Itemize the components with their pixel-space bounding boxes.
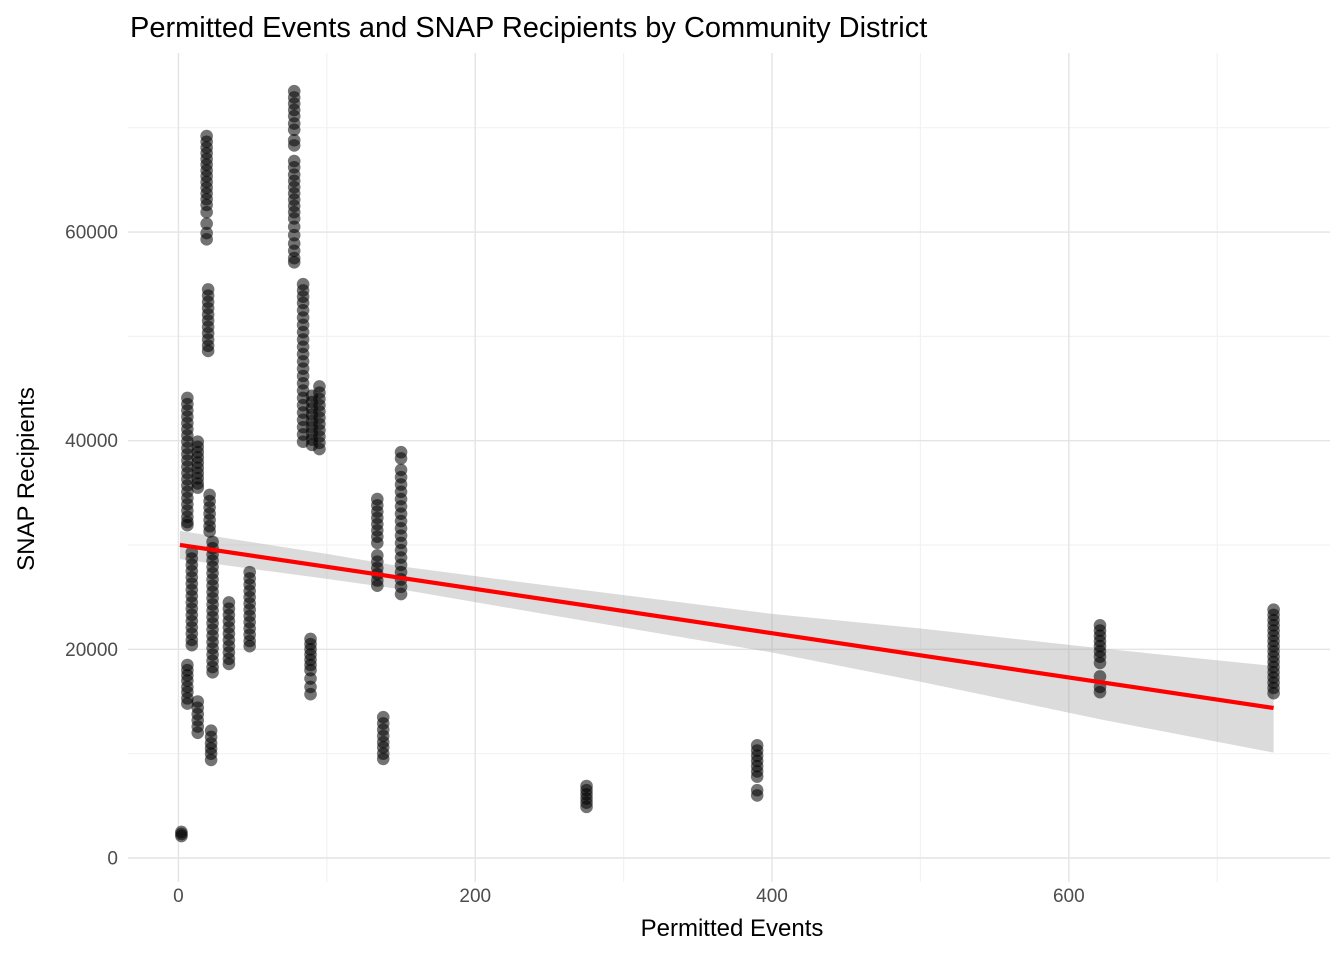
data-point: [185, 638, 199, 652]
data-point: [243, 639, 256, 653]
data-point: [750, 770, 764, 783]
x-tick-label: 600: [1053, 886, 1085, 907]
data-point: [376, 752, 390, 766]
y-tick-label: 20000: [65, 640, 118, 661]
data-point: [181, 518, 194, 532]
data-point: [313, 442, 326, 456]
data-point: [191, 726, 205, 740]
data-point: [750, 789, 764, 802]
data-point: [304, 687, 317, 701]
chart-title: Permitted Events and SNAP Recipients by …: [130, 12, 928, 44]
data-point: [191, 481, 205, 494]
data-point: [222, 657, 236, 671]
data-point: [580, 800, 593, 814]
data-point: [287, 123, 301, 137]
data-point: [287, 139, 301, 152]
trend-line: [179, 542, 1274, 711]
data-point: [175, 825, 188, 839]
x-tick-label: 200: [459, 886, 491, 907]
x-tick-label: 0: [173, 886, 184, 907]
y-tick-label: 60000: [65, 223, 118, 244]
data-point: [200, 217, 213, 230]
data-point: [200, 205, 213, 219]
data-point: [287, 255, 301, 269]
data-point: [371, 579, 384, 593]
y-tick-label: 40000: [65, 431, 118, 452]
confidence-band: [179, 530, 1274, 753]
data-point: [1267, 686, 1280, 700]
data-point: [204, 753, 218, 767]
x-axis-title: Permitted Events: [640, 915, 824, 942]
data-point: [371, 536, 384, 550]
data-point: [1093, 656, 1107, 670]
data-point: [201, 344, 215, 358]
data-point: [200, 233, 213, 246]
y-tick-label: 0: [107, 849, 118, 870]
data-point: [394, 587, 408, 601]
x-tick-label: 400: [756, 886, 788, 907]
data-point: [181, 697, 194, 710]
data-point: [206, 665, 219, 679]
data-point: [1093, 685, 1107, 699]
data-point: [394, 452, 408, 465]
data-point: [203, 525, 216, 538]
